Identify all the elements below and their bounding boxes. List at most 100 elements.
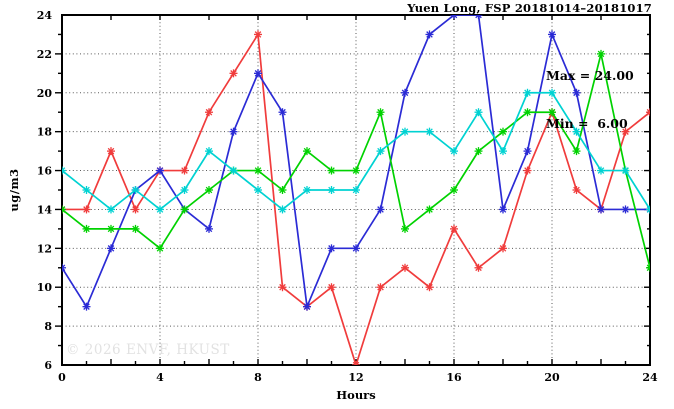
green-series-marker bbox=[376, 108, 385, 117]
cyan-series-marker bbox=[156, 205, 164, 214]
blue-series-marker bbox=[327, 244, 336, 253]
red-series-marker bbox=[107, 147, 115, 156]
y-tick-label: 16 bbox=[37, 165, 53, 178]
blue-series-marker bbox=[401, 88, 409, 97]
red-series-marker bbox=[352, 361, 360, 365]
blue-series-marker bbox=[156, 166, 164, 175]
green-series-marker bbox=[646, 263, 650, 272]
red-series-marker bbox=[327, 283, 336, 292]
green-series-marker bbox=[156, 244, 164, 253]
watermark-text: © 2026 ENVF, HKUST bbox=[66, 342, 230, 358]
cyan-series-marker bbox=[376, 147, 385, 156]
green-series-marker bbox=[254, 166, 262, 175]
red-series-marker bbox=[401, 263, 409, 272]
cyan-series-marker bbox=[401, 127, 409, 136]
cyan-series-marker bbox=[205, 147, 213, 156]
cyan-series-marker bbox=[180, 186, 189, 194]
blue-series-marker bbox=[82, 302, 91, 311]
legend-max-value: Max = 24.00 bbox=[546, 68, 634, 83]
blue-series-marker bbox=[425, 30, 434, 39]
green-series-marker bbox=[523, 108, 532, 117]
red-series-marker bbox=[425, 283, 434, 292]
red-series-marker bbox=[572, 186, 581, 194]
red-series-marker bbox=[278, 283, 287, 292]
blue-series-marker bbox=[205, 224, 213, 233]
blue-series-marker bbox=[376, 205, 385, 214]
blue-series-marker bbox=[107, 244, 115, 253]
y-tick-label: 14 bbox=[37, 203, 53, 216]
cyan-series-marker bbox=[278, 205, 287, 214]
x-axis-label: Hours bbox=[336, 388, 376, 402]
y-tick-label: 6 bbox=[44, 359, 52, 372]
red-series-marker bbox=[474, 263, 483, 272]
blue-series-group bbox=[62, 15, 650, 311]
blue-series-marker bbox=[474, 15, 483, 19]
y-axis-label: ug/m3 bbox=[7, 168, 21, 212]
cyan-series-marker bbox=[523, 88, 532, 97]
blue-series-marker bbox=[548, 30, 556, 39]
red-series-marker bbox=[450, 224, 458, 233]
x-tick-label: 4 bbox=[156, 371, 164, 384]
green-series-marker bbox=[278, 186, 287, 194]
cyan-series-marker bbox=[62, 166, 66, 175]
green-series-marker bbox=[62, 205, 66, 214]
y-tick-label: 10 bbox=[37, 281, 53, 294]
cyan-series-marker bbox=[621, 166, 630, 175]
red-series-marker bbox=[254, 30, 262, 39]
green-series-marker bbox=[474, 147, 483, 156]
y-tick-label: 20 bbox=[37, 87, 53, 100]
red-series-marker bbox=[523, 166, 532, 175]
blue-series-marker bbox=[523, 147, 532, 156]
blue-series-marker bbox=[62, 263, 66, 272]
y-tick-label: 12 bbox=[37, 242, 52, 255]
blue-series-marker bbox=[278, 108, 287, 117]
green-series-marker bbox=[425, 205, 434, 214]
red-series-marker bbox=[499, 244, 507, 253]
x-tick-label: 20 bbox=[544, 371, 560, 384]
cyan-series-marker bbox=[450, 147, 458, 156]
green-series-marker bbox=[548, 108, 556, 117]
cyan-series-marker bbox=[327, 186, 336, 194]
cyan-series-marker bbox=[499, 147, 507, 156]
cyan-series-marker bbox=[352, 186, 360, 194]
cyan-series-marker bbox=[82, 186, 91, 194]
red-series-marker bbox=[205, 108, 213, 117]
cyan-series-marker bbox=[646, 205, 650, 214]
cyan-series-marker bbox=[474, 108, 483, 117]
red-series-marker bbox=[82, 205, 91, 214]
cyan-series-marker bbox=[597, 166, 605, 175]
blue-series-marker bbox=[450, 15, 458, 19]
y-tick-label: 24 bbox=[37, 9, 53, 22]
red-series-marker bbox=[376, 283, 385, 292]
green-series-marker bbox=[180, 205, 189, 214]
cyan-series-marker bbox=[254, 186, 262, 194]
red-series-marker bbox=[621, 127, 630, 136]
green-series-marker bbox=[401, 224, 409, 233]
cyan-series-marker bbox=[303, 186, 311, 194]
blue-series-marker bbox=[352, 244, 360, 253]
green-series-marker bbox=[597, 49, 605, 58]
y-tick-label: 22 bbox=[37, 48, 52, 61]
blue-series-marker bbox=[572, 88, 581, 97]
green-series-marker bbox=[352, 166, 360, 175]
y-tick-label: 18 bbox=[37, 126, 53, 139]
green-series-marker bbox=[303, 147, 311, 156]
green-series-marker bbox=[107, 224, 115, 233]
blue-series-marker bbox=[597, 205, 605, 214]
cyan-series-group bbox=[62, 88, 650, 214]
x-tick-label: 24 bbox=[642, 371, 658, 384]
green-series-marker bbox=[82, 224, 91, 233]
red-series-marker bbox=[646, 108, 650, 117]
x-tick-label: 12 bbox=[348, 371, 363, 384]
red-series-marker bbox=[131, 205, 140, 214]
cyan-series-marker bbox=[229, 166, 238, 175]
blue-series-marker bbox=[254, 69, 262, 78]
green-series-marker bbox=[499, 127, 507, 136]
legend-min-value: Min = 6.00 bbox=[546, 116, 628, 131]
green-series-marker bbox=[327, 166, 336, 175]
cyan-series-marker bbox=[548, 88, 556, 97]
cyan-series-marker bbox=[131, 186, 140, 194]
cyan-series-marker bbox=[572, 127, 581, 136]
